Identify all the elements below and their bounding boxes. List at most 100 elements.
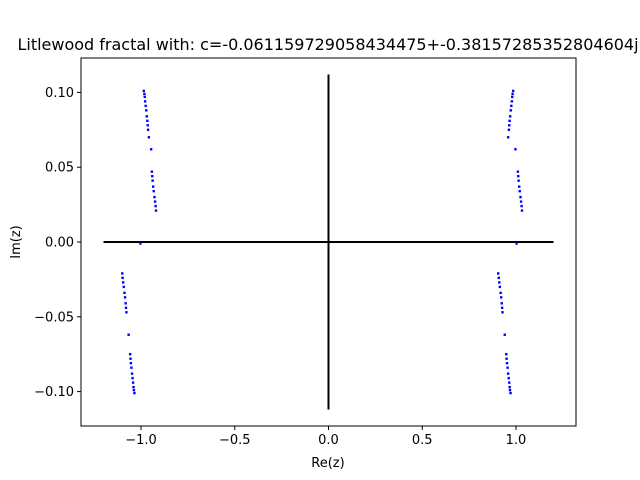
data-point — [151, 179, 154, 182]
data-point — [146, 124, 149, 127]
data-point — [122, 285, 125, 289]
data-point — [508, 385, 511, 389]
data-point — [124, 306, 128, 310]
data-point — [517, 174, 520, 178]
data-point — [500, 306, 504, 310]
data-point — [154, 209, 158, 212]
x-tick-label: 0.0 — [318, 433, 339, 448]
data-point — [139, 242, 142, 245]
data-point — [131, 376, 134, 380]
data-point — [496, 272, 500, 275]
data-point — [151, 174, 154, 178]
data-point — [511, 95, 514, 99]
data-point — [514, 148, 517, 151]
data-point — [130, 366, 133, 369]
data-point — [129, 357, 132, 360]
data-point — [131, 381, 135, 384]
data-point — [520, 209, 524, 212]
data-point — [143, 100, 147, 103]
data-point — [505, 352, 508, 356]
data-point — [508, 381, 511, 384]
data-point — [146, 128, 150, 132]
data-point — [510, 104, 513, 108]
data-point — [151, 185, 155, 188]
data-point — [500, 302, 503, 305]
data-point — [143, 92, 146, 96]
data-point — [517, 179, 520, 182]
data-point — [133, 391, 136, 395]
data-point — [145, 109, 148, 112]
data-point — [124, 302, 127, 305]
data-point — [508, 388, 512, 392]
data-point — [125, 311, 128, 314]
data-point — [142, 89, 146, 93]
data-point — [144, 104, 147, 108]
data-point — [505, 361, 509, 365]
scatter-points — [121, 89, 524, 395]
data-point — [508, 119, 511, 123]
data-point — [145, 115, 149, 118]
data-point — [121, 281, 125, 284]
data-point — [520, 204, 523, 208]
data-point — [507, 128, 511, 132]
x-ticks: −1.0 −0.5 0.0 0.5 1.0 — [125, 426, 526, 448]
data-point — [509, 391, 512, 395]
data-point — [143, 95, 146, 99]
x-tick-label: 0.5 — [412, 433, 433, 448]
data-point — [519, 195, 522, 199]
data-point — [154, 204, 157, 208]
data-point — [508, 124, 511, 127]
x-axis-label: Re(z) — [311, 456, 344, 471]
x-tick-label: −1.0 — [125, 433, 157, 448]
data-point — [506, 366, 509, 369]
y-ticks: −0.10 −0.05 0.00 0.05 0.10 — [34, 86, 81, 400]
y-tick-label: −0.10 — [34, 385, 74, 400]
y-tick-label: −0.05 — [34, 310, 74, 325]
data-point — [127, 333, 130, 336]
data-point — [147, 136, 151, 139]
data-point — [121, 272, 124, 275]
data-point — [517, 185, 521, 188]
data-point — [506, 372, 510, 375]
data-point — [516, 170, 520, 173]
data-point — [515, 242, 518, 245]
data-point — [499, 291, 502, 295]
data-point — [511, 92, 514, 96]
data-point — [507, 376, 510, 380]
data-point — [505, 357, 508, 360]
x-tick-label: 1.0 — [506, 433, 527, 448]
chart-title: Litlewood fractal with: c=-0.06115972905… — [17, 35, 638, 54]
data-point — [501, 311, 504, 314]
y-tick-label: 0.10 — [45, 86, 74, 101]
data-point — [506, 136, 510, 139]
data-point — [128, 352, 132, 356]
data-point — [150, 170, 154, 173]
data-point — [503, 333, 506, 336]
y-tick-label: 0.00 — [45, 236, 74, 251]
data-point — [123, 296, 127, 299]
data-point — [146, 119, 149, 123]
data-point — [511, 89, 515, 93]
y-axis-label: Im(z) — [9, 225, 24, 258]
data-point — [498, 281, 501, 284]
data-point — [129, 361, 133, 365]
x-tick-label: −0.5 — [219, 433, 251, 448]
data-point — [519, 200, 523, 203]
data-point — [508, 115, 512, 118]
data-point — [152, 189, 155, 193]
data-point — [123, 291, 126, 295]
data-point — [132, 388, 136, 392]
data-point — [130, 372, 134, 375]
data-point — [498, 285, 502, 289]
data-point — [153, 200, 157, 203]
data-point — [132, 385, 135, 389]
reference-lines — [103, 74, 554, 410]
data-point — [497, 276, 500, 280]
data-point — [509, 109, 512, 112]
data-point — [518, 189, 521, 193]
data-point — [499, 296, 503, 299]
data-point — [121, 276, 124, 280]
